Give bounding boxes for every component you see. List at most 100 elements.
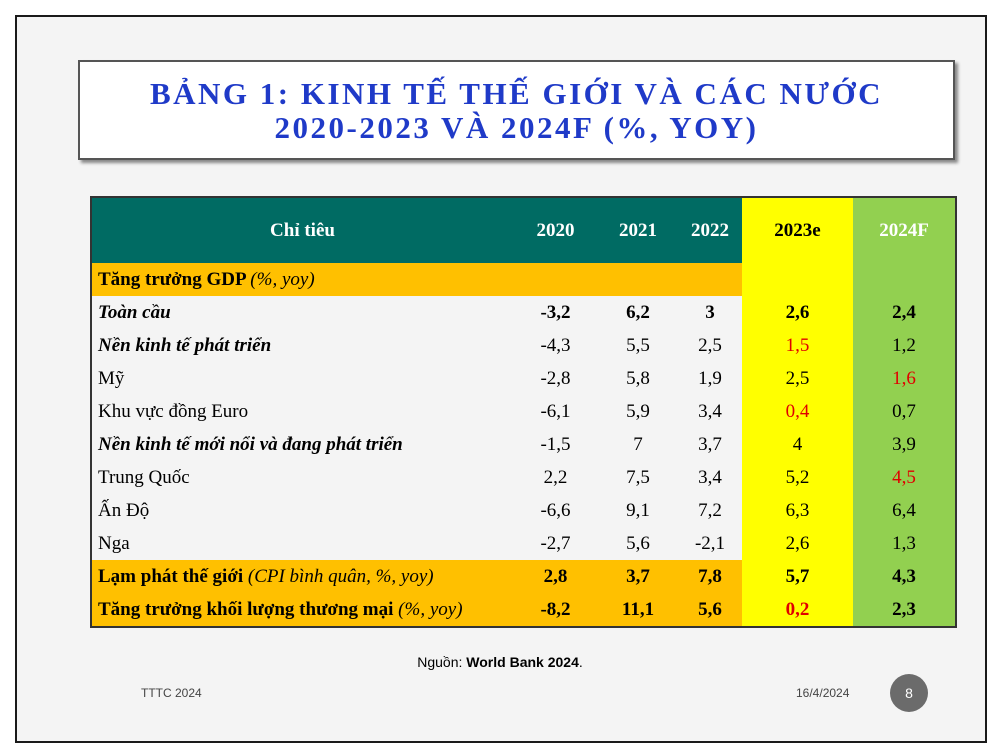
value-cell-2020: -1,5	[540, 433, 571, 455]
value-cell-2022: 3,4	[698, 466, 722, 488]
row-label: Nga	[91, 527, 513, 560]
header-2020: 2020	[513, 197, 598, 263]
row-label-text: Nền kinh tế phát triển	[98, 334, 272, 356]
row-label-text: Nền kinh tế mới nổi và đang phát triển	[98, 433, 403, 455]
table-row: Nga -2,7 5,6 -2,1 2,6 1,3	[91, 527, 956, 560]
value-cell-2024f: 1,2	[853, 329, 956, 362]
value-cell-2021: 11,1	[598, 593, 678, 627]
value-cell-2021: 5,9	[626, 400, 650, 422]
value-cell-2020: -2,7	[540, 532, 571, 554]
economy-table: Chỉ tiêu 2020 2021 2022 2023e 2024F Tăng…	[90, 196, 957, 628]
value-cell-2020: 2,2	[543, 466, 568, 488]
table-row: Khu vực đồng Euro -6,1 5,9 3,4 0,4 0,7	[91, 395, 956, 428]
value-cell-2021: 5,8	[626, 367, 650, 389]
footer-date: 16/4/2024	[796, 686, 850, 700]
row-label-text: Khu vực đồng Euro	[98, 400, 249, 422]
value-cell-2022: -2,1	[694, 532, 726, 554]
value-cell-2021	[598, 263, 678, 296]
value-cell-2020: -3,2	[540, 301, 571, 323]
value-cell-2024f: 2,3	[853, 593, 956, 627]
row-label-text: Ấn Độ	[98, 499, 150, 521]
value-cell-2021: 7,5	[626, 466, 650, 488]
value-cell-2021: 5,6	[626, 532, 650, 554]
value-cell-2024f: 4,3	[853, 560, 956, 593]
header-2022: 2022	[678, 197, 742, 263]
header-2021: 2021	[598, 197, 678, 263]
value-cell-2022	[678, 263, 742, 296]
value-cell-2024f: 4,5	[853, 461, 956, 494]
value-cell-2023e: 5,2	[742, 461, 853, 494]
row-label: Khu vực đồng Euro	[91, 395, 513, 428]
table-row: Nền kinh tế phát triển -4,3 5,5 2,5 1,5 1,2	[91, 329, 956, 362]
value-cell-2021: 5,5	[626, 334, 650, 356]
row-label-text: Mỹ	[98, 367, 125, 389]
value-cell-2020: -6,1	[540, 400, 571, 422]
row-label-text: Tăng trưởng khối lượng thương mại	[98, 598, 394, 620]
value-cell-2022: 3	[705, 301, 715, 323]
value-cell-2024f: 6,4	[853, 494, 956, 527]
value-cell-2022: 2,5	[698, 334, 722, 356]
value-cell-2024f: 1,3	[853, 527, 956, 560]
value-cell-2021: 9,1	[626, 499, 650, 521]
source-note: Nguồn: World Bank 2024.	[0, 654, 1000, 670]
value-cell-2020: -4,3	[540, 334, 571, 356]
source-prefix: Nguồn:	[417, 654, 467, 670]
value-cell-2021: 7	[633, 433, 643, 455]
value-cell-2023e: 1,5	[742, 329, 853, 362]
row-label: Nền kinh tế mới nổi và đang phát triển	[91, 428, 513, 461]
value-cell-2023e: 0,2	[742, 593, 853, 627]
value-cell-2021: 3,7	[598, 560, 678, 593]
value-cell-2022: 7,2	[698, 499, 722, 521]
title-line-1: BẢNG 1: KINH TẾ THẾ GIỚI VÀ CÁC NƯỚC	[149, 76, 884, 111]
table-header-row: Chỉ tiêu 2020 2021 2022 2023e 2024F	[91, 197, 956, 263]
row-label: Ấn Độ	[91, 494, 513, 527]
value-cell-2023e: 6,3	[742, 494, 853, 527]
table-row: Mỹ -2,8 5,8 1,9 2,5 1,6	[91, 362, 956, 395]
value-cell-2023e: 2,6	[742, 527, 853, 560]
value-cell-2020: -8,2	[513, 593, 598, 627]
table-row: Ấn Độ -6,6 9,1 7,2 6,3 6,4	[91, 494, 956, 527]
source-suffix: .	[578, 654, 583, 670]
row-label-text: Trung Quốc	[98, 466, 190, 488]
row-label-note: (CPI bình quân, %, yoy)	[247, 565, 434, 587]
header-2024f: 2024F	[853, 197, 956, 263]
table-row: Tăng trưởng khối lượng thương mại (%, yo…	[91, 593, 956, 627]
row-label-text: Tăng trưởng GDP	[98, 268, 246, 290]
table-row: Trung Quốc 2,2 7,5 3,4 5,2 4,5	[91, 461, 956, 494]
row-label: Lạm phát thế giới (CPI bình quân, %, yoy…	[91, 560, 513, 593]
value-cell-2022: 5,6	[678, 593, 742, 627]
row-label: Tăng trưởng GDP (%, yoy)	[91, 263, 513, 296]
value-cell-2020	[513, 263, 598, 296]
value-cell-2024f: 1,6	[853, 362, 956, 395]
row-label: Toàn cầu	[91, 296, 513, 329]
row-label: Nền kinh tế phát triển	[91, 329, 513, 362]
table-row: Tăng trưởng GDP (%, yoy)	[91, 263, 956, 296]
value-cell-2020: -6,6	[540, 499, 571, 521]
title-box: BẢNG 1: KINH TẾ THẾ GIỚI VÀ CÁC NƯỚC 202…	[78, 60, 955, 160]
page-number: 8	[890, 674, 928, 712]
value-cell-2022: 7,8	[678, 560, 742, 593]
table-row: Lạm phát thế giới (CPI bình quân, %, yoy…	[91, 560, 956, 593]
value-cell-2023e	[742, 263, 853, 296]
table-row: Toàn cầu -3,2 6,2 3 2,6 2,4	[91, 296, 956, 329]
row-label: Tăng trưởng khối lượng thương mại (%, yo…	[91, 593, 513, 627]
value-cell-2022: 3,7	[698, 433, 722, 455]
value-cell-2023e: 4	[742, 428, 853, 461]
value-cell-2023e: 0,4	[742, 395, 853, 428]
value-cell-2023e: 2,5	[742, 362, 853, 395]
source-name: World Bank 2024	[466, 654, 579, 670]
row-label: Mỹ	[91, 362, 513, 395]
value-cell-2021: 6,2	[626, 301, 650, 323]
row-label-text: Toàn cầu	[98, 301, 171, 323]
value-cell-2022: 1,9	[698, 367, 722, 389]
value-cell-2024f: 3,9	[853, 428, 956, 461]
value-cell-2023e: 5,7	[742, 560, 853, 593]
row-label-note: (%, yoy)	[398, 598, 463, 620]
value-cell-2024f	[853, 263, 956, 296]
title-line-2: 2020-2023 VÀ 2024F (%, YOY)	[274, 110, 759, 145]
value-cell-2022: 3,4	[698, 400, 722, 422]
value-cell-2020: 2,8	[513, 560, 598, 593]
row-label-text: Lạm phát thế giới	[98, 565, 244, 587]
row-label-note: (%, yoy)	[250, 268, 315, 290]
value-cell-2023e: 2,6	[742, 296, 853, 329]
